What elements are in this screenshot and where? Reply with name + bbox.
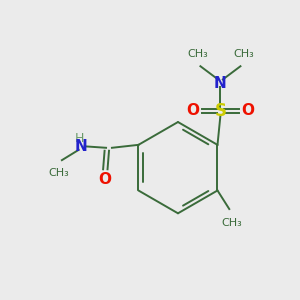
Text: CH₃: CH₃: [187, 49, 208, 59]
Text: O: O: [187, 103, 200, 118]
Text: O: O: [98, 172, 111, 187]
Text: N: N: [75, 139, 87, 154]
Text: O: O: [241, 103, 254, 118]
Text: CH₃: CH₃: [222, 218, 243, 228]
Text: CH₃: CH₃: [49, 168, 69, 178]
Text: S: S: [214, 102, 226, 120]
Text: CH₃: CH₃: [233, 49, 254, 59]
Text: H: H: [75, 132, 85, 145]
Text: N: N: [214, 76, 227, 91]
